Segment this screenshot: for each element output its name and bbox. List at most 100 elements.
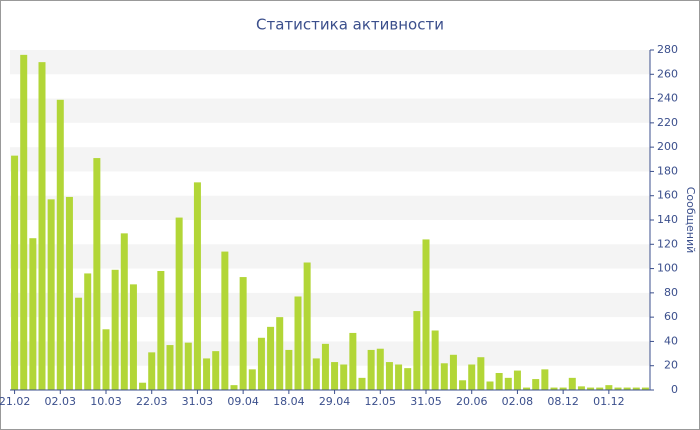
bar [47, 199, 55, 390]
bar [212, 351, 220, 390]
x-tick-label: 21.02 [0, 395, 30, 408]
bar [148, 352, 156, 390]
y-tick-label: 20 [664, 359, 678, 372]
x-tick-label: 31.03 [182, 395, 214, 408]
bar [632, 387, 640, 390]
bar [358, 377, 366, 390]
bar [166, 345, 174, 390]
bar [568, 377, 576, 390]
bar [65, 196, 73, 390]
x-tick-label: 02.03 [45, 395, 77, 408]
bar [11, 155, 19, 390]
y-tick-label: 200 [657, 140, 678, 153]
bar [431, 330, 439, 390]
bar [203, 358, 211, 390]
bar [75, 297, 83, 390]
y-tick-label: 0 [671, 383, 678, 396]
y-tick-label: 40 [664, 334, 678, 347]
bar [395, 364, 403, 390]
grid-band [10, 50, 650, 75]
grid-band [10, 195, 650, 220]
bar [376, 348, 384, 390]
bar [404, 368, 412, 390]
bar [477, 357, 485, 390]
x-tick-label: 09.04 [227, 395, 259, 408]
bar [577, 386, 585, 390]
bar [468, 364, 476, 390]
bar [102, 329, 110, 390]
x-tick-label: 20.06 [456, 395, 488, 408]
bar [20, 54, 28, 390]
bar [239, 277, 247, 390]
bar [641, 387, 649, 390]
x-tick-label: 18.04 [273, 395, 305, 408]
bar [193, 182, 201, 390]
bar [532, 379, 540, 390]
bar [111, 269, 119, 390]
x-tick-label: 01.12 [593, 395, 625, 408]
bar [221, 251, 229, 390]
grid-band [10, 292, 650, 318]
bar [623, 387, 631, 390]
bar [340, 364, 348, 390]
grid-band [10, 98, 650, 123]
bar [93, 158, 101, 390]
bar [605, 385, 613, 390]
bar [385, 362, 393, 390]
bar [541, 369, 549, 390]
y-tick-label: 80 [664, 286, 678, 299]
bar [230, 385, 238, 390]
grid-band [10, 147, 650, 172]
bar [422, 239, 430, 390]
bar [614, 387, 622, 390]
bar [587, 387, 595, 390]
x-tick-label: 22.03 [136, 395, 168, 408]
bar [303, 262, 311, 390]
bar [257, 337, 265, 390]
y-tick-label: 180 [657, 164, 678, 177]
bar [367, 349, 375, 390]
bar [413, 311, 421, 390]
bar [513, 370, 521, 390]
y-tick-label: 260 [657, 67, 678, 80]
bar [486, 381, 494, 390]
y-tick-label: 100 [657, 262, 678, 275]
bar [184, 342, 192, 390]
bar [449, 354, 457, 390]
bar [559, 387, 567, 390]
y-tick-label: 160 [657, 189, 678, 202]
y-tick-label: 60 [664, 310, 678, 323]
bar [440, 363, 448, 390]
bar [276, 317, 284, 390]
bar [504, 377, 512, 390]
bar [285, 349, 293, 390]
bar [523, 387, 531, 390]
bar [349, 332, 357, 390]
x-tick-label: 31.05 [410, 395, 442, 408]
bar [29, 238, 37, 390]
bar [38, 62, 46, 391]
bar [459, 380, 467, 390]
grid-band [10, 244, 650, 269]
x-tick-label: 02.08 [502, 395, 534, 408]
bar [129, 284, 137, 390]
bar [175, 217, 183, 390]
y-tick-label: 120 [657, 237, 678, 250]
y-axis-label: Сообщений [684, 187, 697, 254]
x-tick-label: 29.04 [319, 395, 351, 408]
bar [248, 369, 256, 390]
y-tick-label: 220 [657, 116, 678, 129]
bar [139, 382, 147, 390]
bar [294, 296, 302, 390]
bar [495, 373, 503, 390]
bar [550, 387, 558, 390]
y-tick-label: 240 [657, 92, 678, 105]
bar [312, 358, 320, 390]
bar [321, 343, 329, 390]
bar [267, 326, 275, 390]
y-tick-label: 140 [657, 213, 678, 226]
bar [84, 273, 92, 390]
bar [596, 387, 604, 390]
x-tick-label: 08.12 [547, 395, 579, 408]
